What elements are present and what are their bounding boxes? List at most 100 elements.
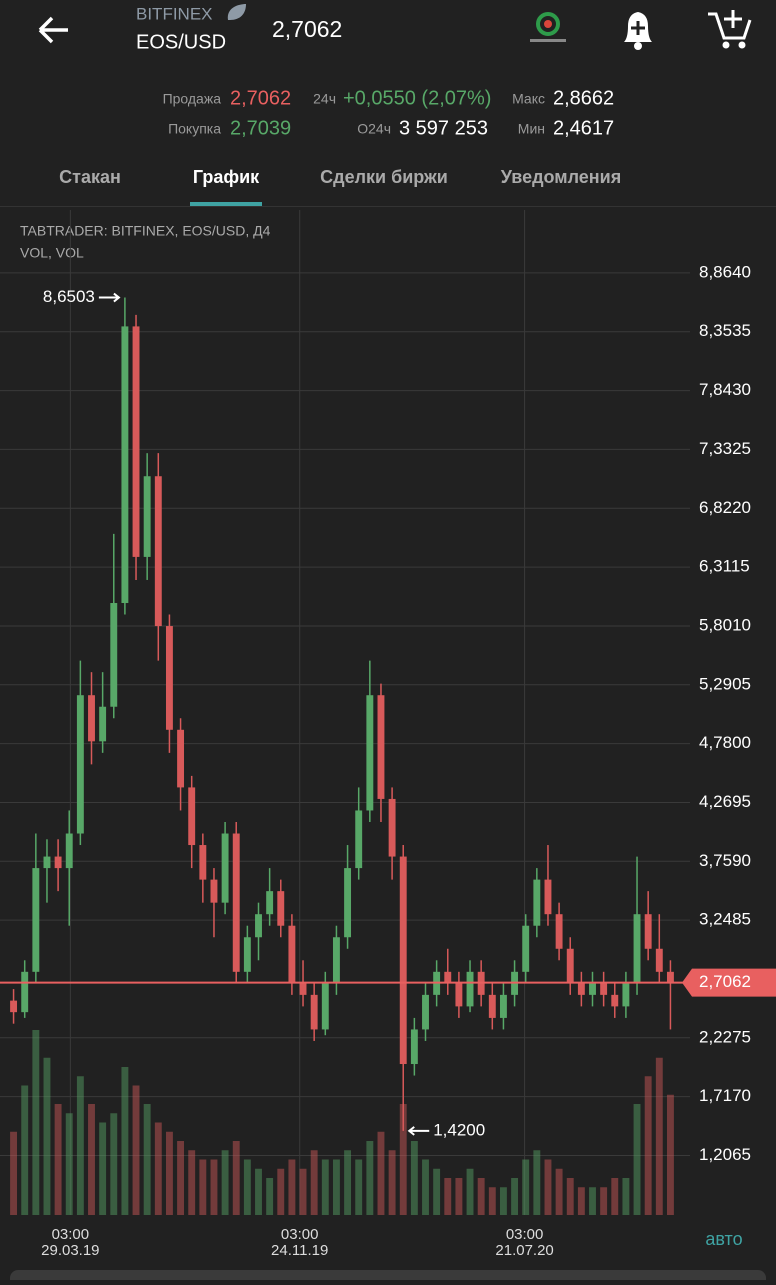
candle-body	[377, 695, 385, 799]
volume-bar	[611, 1178, 619, 1215]
x-tick-date: 24.11.19	[271, 1242, 328, 1259]
candle-body	[366, 695, 374, 811]
logo-text	[530, 39, 566, 42]
volume-bar	[499, 1187, 507, 1215]
y-tick-label: 1,7170	[699, 1086, 751, 1105]
tab[interactable]: Стакан	[59, 167, 121, 187]
annotation-arrow	[98, 292, 121, 303]
sell-label: Продажа	[163, 91, 222, 107]
logo-ring	[536, 12, 560, 36]
volume-bar	[477, 1178, 485, 1215]
volume-bar	[43, 1057, 51, 1215]
annotation-label: 8,6503	[43, 287, 95, 306]
candle-body	[533, 879, 541, 926]
candle-body	[655, 948, 663, 972]
volume-bar	[433, 1168, 441, 1215]
y-tick-label: 1,2065	[699, 1145, 751, 1164]
volume-bar	[444, 1178, 452, 1215]
annotation-arrow	[407, 1126, 430, 1136]
candle-body	[410, 1029, 418, 1065]
candle-body	[43, 856, 51, 869]
volume-bar	[310, 1150, 318, 1215]
volume-bar	[132, 1085, 140, 1215]
volume-bar	[666, 1094, 674, 1215]
candle-body	[310, 994, 318, 1030]
volume-bar	[65, 1113, 73, 1215]
tab[interactable]: Уведомления	[501, 167, 622, 187]
currency-logo[interactable]	[530, 12, 566, 42]
volume-bar	[243, 1159, 251, 1215]
volume: 3 597 253	[399, 117, 488, 139]
candle-body	[611, 994, 619, 1007]
candle-body	[455, 983, 463, 1007]
volume-bar	[410, 1141, 418, 1215]
candle-body	[165, 626, 173, 730]
volume-bar	[644, 1076, 652, 1215]
volume-bar	[54, 1104, 62, 1215]
volume-bar	[221, 1150, 229, 1215]
candle-body	[199, 845, 207, 880]
candle-body	[21, 971, 29, 1013]
y-tick-label: 2,2275	[699, 1027, 751, 1046]
candle-body	[600, 983, 608, 995]
x-tick-label: 03:00	[506, 1226, 544, 1243]
tab-divider	[0, 206, 776, 207]
candle-body	[255, 914, 262, 938]
home-bar	[10, 1270, 766, 1285]
volume-bar	[355, 1159, 363, 1215]
change-label: 24ч	[313, 91, 336, 107]
y-tick-label: 5,8010	[699, 615, 751, 634]
tab-indicator	[190, 202, 262, 206]
candle-body	[10, 1000, 18, 1013]
back-button[interactable]	[38, 16, 68, 44]
annotation-label: 1,4200	[433, 1120, 485, 1139]
candle-body	[99, 706, 107, 742]
alert-button[interactable]	[624, 12, 652, 50]
bell-clapper	[634, 42, 642, 50]
tab[interactable]: График	[193, 167, 260, 187]
volume-bar	[165, 1131, 173, 1215]
y-tick-label: 3,2485	[699, 910, 751, 929]
candle-body	[666, 971, 674, 984]
candle-body	[622, 983, 630, 1007]
volume-bar	[422, 1159, 429, 1215]
price-tag-label: 2,7062	[699, 972, 751, 991]
volume-bar	[544, 1159, 552, 1215]
candle-body	[555, 914, 563, 949]
buy-label: Покупка	[168, 121, 221, 137]
scale-button[interactable]: авто	[705, 1229, 742, 1249]
candle-body	[54, 856, 62, 869]
high-label: Макс	[512, 91, 545, 107]
candle-body	[444, 971, 452, 984]
tab[interactable]: Сделки биржи	[320, 167, 448, 187]
volume-bar	[655, 1057, 663, 1215]
y-tick-label: 6,8220	[699, 498, 751, 517]
sell: 2,7062	[230, 87, 291, 109]
candle-body	[422, 994, 429, 1030]
exchange: BITFINEX	[136, 4, 213, 23]
buy: 2,7039	[230, 117, 291, 139]
cart	[708, 12, 752, 40]
x-tick-label: 03:00	[52, 1226, 90, 1243]
candle-body	[299, 983, 307, 995]
chart-subtitle: VOL, VOL	[20, 245, 84, 261]
order-button[interactable]	[708, 10, 752, 49]
x-tick-date: 21.07.20	[495, 1242, 553, 1259]
candle-body	[65, 833, 73, 869]
candle-body	[143, 476, 151, 557]
candle-body	[344, 868, 352, 938]
y-tick-label: 4,2695	[699, 792, 751, 811]
candle-body	[488, 994, 496, 1018]
price-tag	[682, 968, 776, 997]
candle-body	[221, 833, 229, 903]
candle-body	[266, 891, 274, 915]
volume-bar	[177, 1141, 185, 1215]
candle-body	[188, 787, 196, 846]
volume-label: О24ч	[357, 121, 391, 137]
volume-bar	[566, 1178, 574, 1215]
candle-body	[288, 925, 296, 984]
candle-body	[243, 937, 251, 972]
volume-bar	[589, 1187, 596, 1215]
volume-bar	[76, 1076, 84, 1215]
